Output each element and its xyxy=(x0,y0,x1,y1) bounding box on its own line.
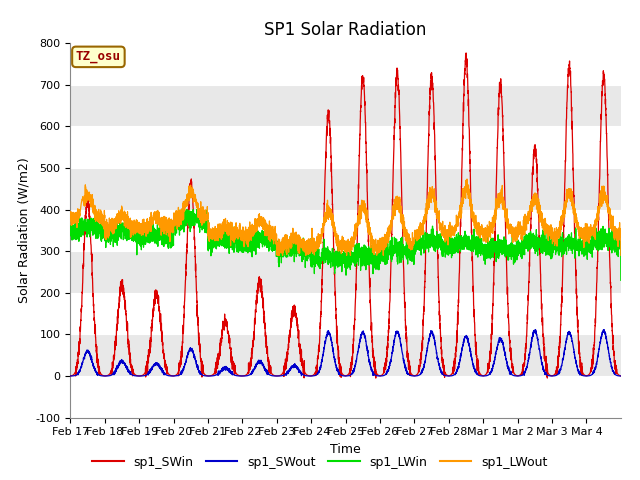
X-axis label: Time: Time xyxy=(330,443,361,456)
Title: SP1 Solar Radiation: SP1 Solar Radiation xyxy=(264,21,427,39)
Y-axis label: Solar Radiation (W/m2): Solar Radiation (W/m2) xyxy=(17,157,30,303)
Bar xyxy=(70,168,621,210)
Legend: sp1_SWin, sp1_SWout, sp1_LWin, sp1_LWout: sp1_SWin, sp1_SWout, sp1_LWin, sp1_LWout xyxy=(88,451,552,474)
Bar xyxy=(70,85,621,126)
Bar xyxy=(70,251,621,293)
Text: TZ_osu: TZ_osu xyxy=(76,50,121,63)
Bar xyxy=(70,335,621,376)
